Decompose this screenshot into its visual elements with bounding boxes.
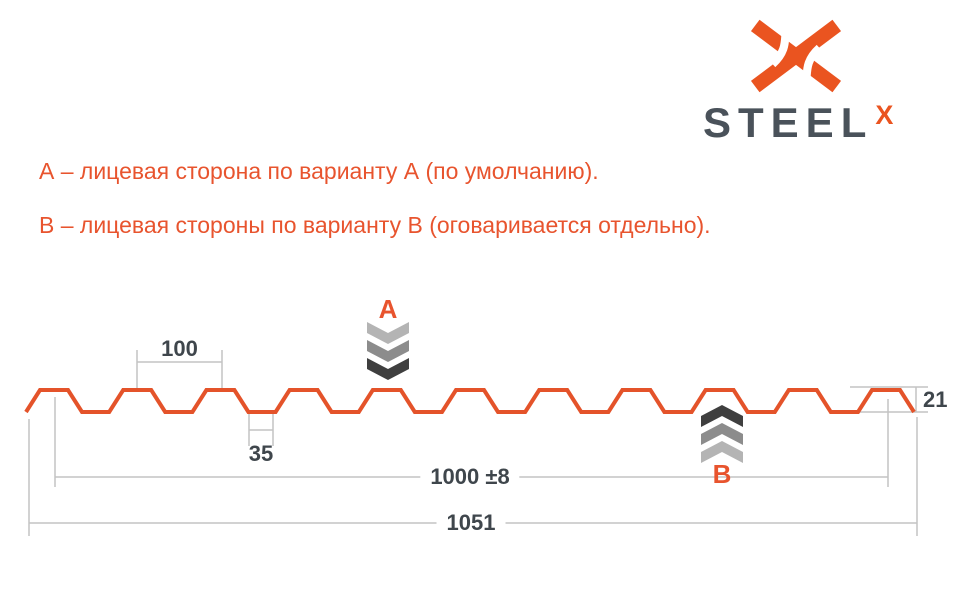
chevron-up-icon [701, 405, 743, 427]
dim-overall-width-label: 1051 [436, 510, 506, 536]
dim-working-width-label: 1000 ±8 [420, 464, 520, 490]
x-logo-icon [750, 10, 842, 102]
logo-s-cut [769, 10, 799, 68]
chevron-up-icon [701, 423, 743, 445]
logo-wordmark-text: STEEL [703, 99, 874, 146]
dimension-lines [28, 350, 928, 536]
chevron-up-icon [701, 441, 743, 463]
dim-pitch-label: 100 [161, 336, 198, 361]
marker-a-chevrons-icon [367, 322, 409, 380]
caption-variant-a: А – лицевая сторона по варианту А (по ум… [39, 158, 599, 184]
dim-height-label: 21 [923, 387, 948, 412]
logo-sup-x: X [875, 100, 894, 130]
marker-b-chevrons-icon [701, 405, 743, 463]
dim-valley-label: 35 [248, 441, 274, 466]
logo-wordmark: STEELX [703, 99, 893, 147]
profile-path [24, 388, 916, 414]
logo-bar [750, 19, 842, 93]
logo-s-cut [793, 44, 823, 102]
caption-variant-b: В – лицевая стороны по варианту В (огова… [39, 212, 711, 238]
chevron-down-icon [367, 322, 409, 344]
chevron-down-icon [367, 358, 409, 380]
chevron-down-icon [367, 340, 409, 362]
marker-a-label: А [378, 294, 398, 324]
marker-b-label: В [712, 459, 732, 489]
